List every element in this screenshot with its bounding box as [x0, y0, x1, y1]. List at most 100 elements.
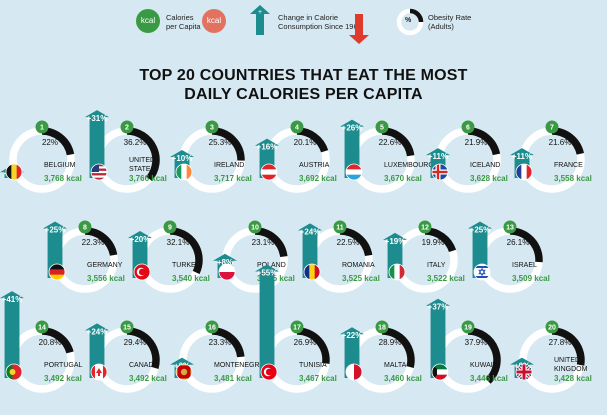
legend-kcal-red: kcal — [202, 9, 226, 33]
flag-icon — [49, 264, 65, 280]
rank-label: 3 — [210, 125, 214, 132]
kcal-label: 3,492 kcal — [129, 374, 167, 383]
flag-icon — [261, 164, 277, 180]
country-name-line: KUWAIT — [470, 362, 498, 369]
rank-badge — [120, 320, 134, 334]
obesity-label: 27.8% — [549, 338, 572, 347]
rank-label: 8 — [83, 225, 87, 232]
change-arrow — [85, 110, 109, 178]
rank-label: 17 — [293, 325, 301, 332]
flag-icon — [304, 264, 320, 280]
country-name-line: TUNISIA — [299, 362, 327, 369]
rank-label: 9 — [168, 225, 172, 232]
country-card: +11% 7 21.6% FRANCE 3,558 kcal — [510, 120, 592, 193]
flag-icon — [346, 364, 362, 380]
rank-label: 2 — [125, 125, 129, 132]
country-card: +10% 3 25.3% IRELAND 3,717 kcal — [170, 120, 252, 193]
country-card: +22% 18 28.9% MALTA 3,460 kcal — [340, 320, 422, 393]
obesity-arc — [467, 327, 501, 384]
flag-icon — [134, 264, 150, 280]
country-name-line: UNITED — [129, 157, 155, 164]
flag-icon — [219, 264, 235, 280]
country-name-line: ISRAEL — [512, 262, 537, 269]
flag-icon — [6, 164, 22, 180]
obesity-label: 36.2% — [124, 138, 147, 147]
kcal-label: 3,766 kcal — [129, 174, 167, 183]
kcal-label: 3,525 kcal — [342, 274, 380, 283]
country-name: GERMANY — [87, 262, 123, 269]
country-name-line: LUXEMBOURG — [384, 162, 434, 169]
rank-badge — [375, 320, 389, 334]
legend-obesity-pct: % — [405, 17, 412, 24]
legend-calories-label: Calories per Capita — [166, 13, 201, 31]
legend-up-arrow-icon: + — [250, 5, 270, 35]
flag-icon — [91, 364, 107, 380]
country-name-line: MALTA — [384, 362, 407, 369]
country-name: ITALY — [427, 262, 446, 269]
rank-label: 7 — [550, 125, 554, 132]
country-name: ICELAND — [470, 162, 500, 169]
change-label: +25% — [45, 226, 66, 235]
obesity-arc — [551, 327, 585, 366]
country-name-line: ICELAND — [470, 162, 500, 169]
change-arrow — [298, 223, 322, 278]
obesity-label: 19.9% — [422, 238, 445, 247]
country-name: AUSTRIA — [299, 162, 330, 169]
country-card: +25% 13 26.1% ISRAEL 3,509 kcal — [468, 220, 550, 293]
change-label: +20% — [130, 235, 151, 244]
kcal-label: 3,460 kcal — [384, 374, 422, 383]
obesity-arc — [169, 227, 203, 275]
change-label: +55% — [257, 269, 278, 278]
obesity-arc — [381, 327, 415, 368]
kcal-label: 3,670 kcal — [384, 174, 422, 183]
obesity-label: 26.1% — [507, 238, 530, 247]
rank-badge — [290, 320, 304, 334]
obesity-label: 37.9% — [465, 338, 488, 347]
change-arrow — [85, 323, 109, 378]
rank-label: 5 — [380, 125, 384, 132]
change-label: +11% — [428, 152, 448, 161]
kcal-label: 3,556 kcal — [87, 274, 125, 283]
rank-badge — [290, 120, 304, 134]
title-line-2: DAILY CALORIES PER CAPITA — [184, 86, 423, 103]
legend: kcal Calories per Capita kcal + Change i… — [0, 0, 607, 50]
change-label: +8% — [217, 258, 233, 267]
rank-label: 20 — [548, 325, 556, 332]
obesity-arc — [509, 227, 543, 263]
country-name: IRELAND — [214, 162, 244, 169]
country-name: UNITED KINGDOM — [554, 357, 588, 373]
kcal-label: 3,628 kcal — [470, 174, 508, 183]
kcal-label: 3,492 kcal — [44, 374, 82, 383]
rank-label: 12 — [421, 225, 429, 232]
change-label: +37% — [428, 303, 449, 312]
country-card: +25% 8 22.3% GERMANY 3,556 kcal — [43, 220, 125, 293]
change-arrow — [468, 221, 492, 278]
obesity-arc — [126, 127, 160, 182]
rank-badge — [120, 120, 134, 134]
kcal-label: 3,467 kcal — [299, 374, 337, 383]
flag-icon — [261, 364, 277, 380]
obesity-label: 21.9% — [465, 138, 488, 147]
rank-label: 4 — [295, 125, 299, 132]
country-card: +19% 12 19.9% ITALY 3,522 kcal — [383, 220, 465, 293]
flag-icon — [91, 164, 107, 180]
country-card: +24% 15 29.4% CANADA 3,492 kcal — [85, 320, 167, 393]
rank-badge — [35, 320, 49, 334]
svg-text:+: + — [258, 9, 262, 16]
country-name-line: KINGDOM — [554, 366, 588, 373]
legend-obesity-ring-icon — [396, 8, 424, 36]
kcal-label: 3,768 kcal — [44, 174, 82, 183]
country-card: +20% 9 32.1% TURKEY 3,540 kcal — [128, 220, 210, 293]
change-label: +41% — [2, 295, 23, 304]
title-line-1: TOP 20 COUNTRIES THAT EAT THE MOST — [139, 67, 468, 84]
country-name-line: BELGIUM — [44, 162, 76, 169]
rank-badge — [205, 120, 219, 134]
country-name: BELGIUM — [44, 162, 76, 169]
country-card: +26% 5 22.6% LUXEMBOURG 3,670 kcal — [340, 119, 434, 193]
rank-label: 16 — [208, 325, 216, 332]
country-name: ROMANIA — [342, 262, 375, 269]
country-name: TURKEY — [172, 262, 201, 269]
obesity-label: 32.1% — [167, 238, 190, 247]
